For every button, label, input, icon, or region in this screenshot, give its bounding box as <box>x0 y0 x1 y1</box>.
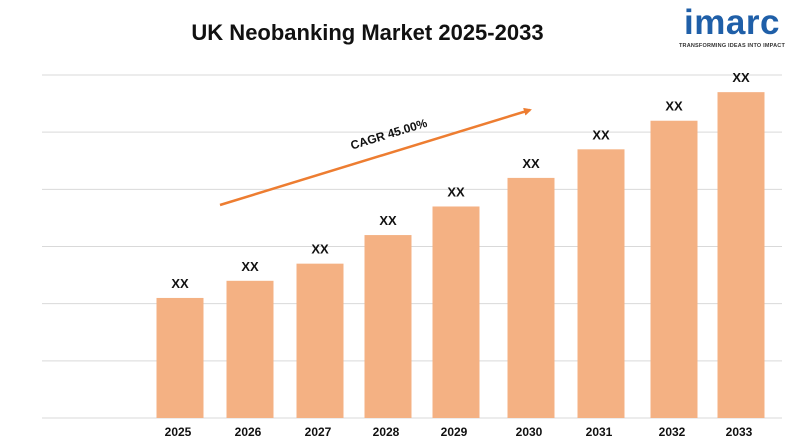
data-label-2033: XX <box>732 70 750 85</box>
x-tick-2026: 2026 <box>235 425 262 439</box>
bar-2031 <box>577 149 625 419</box>
x-tick-2029: 2029 <box>441 425 468 439</box>
imarc-logo: imarc TRANSFORMING IDEAS INTO IMPACT <box>672 3 792 50</box>
x-tick-2031: 2031 <box>586 425 613 439</box>
x-tick-2025: 2025 <box>165 425 192 439</box>
data-label-2026: XX <box>241 259 259 274</box>
cagr-annotation: CAGR 45.00% <box>349 116 429 153</box>
data-label-2032: XX <box>665 99 683 114</box>
bar-2027 <box>296 263 344 418</box>
bar-2032 <box>650 120 698 418</box>
data-labels: XX XX XX XX XX XX XX XX XX <box>171 70 750 291</box>
x-tick-2033: 2033 <box>726 425 753 439</box>
bar-2033 <box>717 92 765 419</box>
bar-2028 <box>364 235 412 418</box>
data-label-2030: XX <box>522 156 540 171</box>
data-label-2025: XX <box>171 276 189 291</box>
bar-2025 <box>156 297 204 418</box>
cagr-arrow-line <box>219 107 532 207</box>
x-tick-2027: 2027 <box>305 425 332 439</box>
bar-2026 <box>226 280 274 418</box>
cagr-arrow: CAGR 45.00% <box>219 107 532 207</box>
bars <box>156 92 765 419</box>
data-label-2031: XX <box>592 127 610 142</box>
bar-2029 <box>432 206 480 418</box>
logo-wordmark: imarc <box>684 3 780 42</box>
data-label-2029: XX <box>447 184 465 199</box>
x-tick-2028: 2028 <box>373 425 400 439</box>
chart-title: UK Neobanking Market 2025-2033 <box>191 20 544 45</box>
data-label-2028: XX <box>379 213 397 228</box>
bar-2030 <box>507 177 555 418</box>
x-tick-2032: 2032 <box>659 425 686 439</box>
logo-tagline: TRANSFORMING IDEAS INTO IMPACT <box>678 43 786 49</box>
x-axis-ticks: 2025 2026 2027 2028 2029 2030 2031 2032 2033 <box>165 425 753 439</box>
data-label-2027: XX <box>311 242 329 257</box>
x-tick-2030: 2030 <box>516 425 543 439</box>
